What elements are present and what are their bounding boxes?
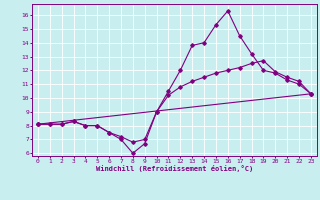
X-axis label: Windchill (Refroidissement éolien,°C): Windchill (Refroidissement éolien,°C) xyxy=(96,165,253,172)
